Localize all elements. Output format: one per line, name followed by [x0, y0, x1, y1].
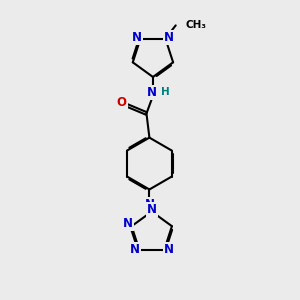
Text: N: N: [123, 217, 133, 230]
Text: N: N: [130, 243, 140, 256]
Text: N: N: [132, 31, 142, 44]
Text: N: N: [147, 203, 157, 216]
Text: H: H: [161, 87, 170, 97]
Text: CH₃: CH₃: [185, 20, 206, 30]
Text: N: N: [144, 198, 154, 211]
Text: O: O: [117, 96, 127, 109]
Text: N: N: [164, 243, 174, 256]
Text: N: N: [146, 86, 157, 99]
Text: N: N: [164, 31, 174, 44]
